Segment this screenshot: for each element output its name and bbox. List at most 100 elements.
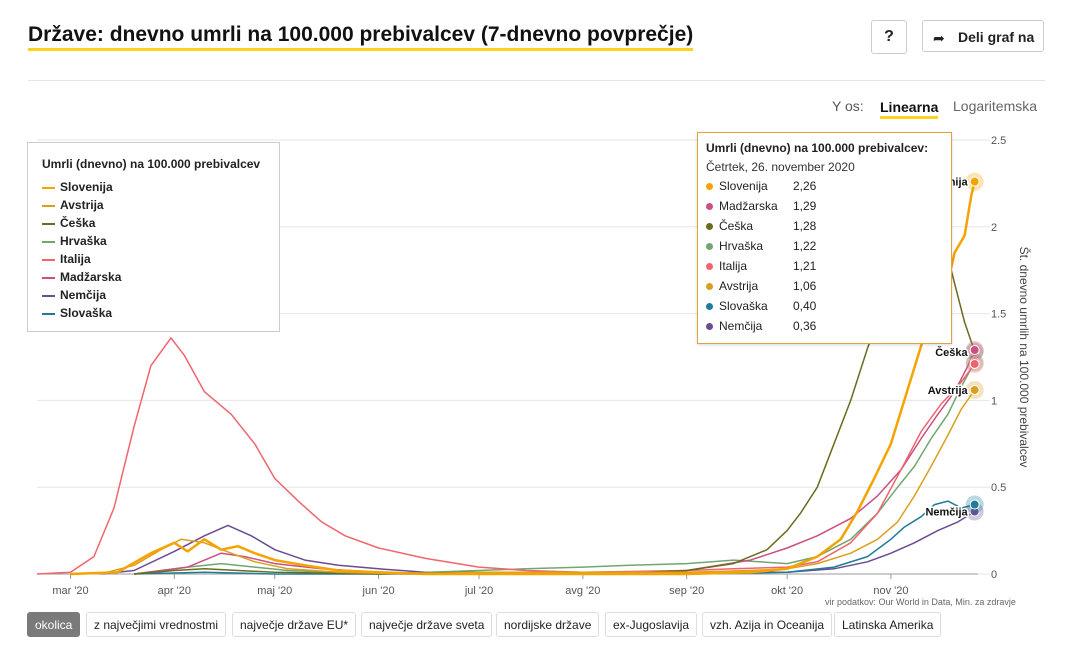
group-button[interactable]: največje države EU* (232, 612, 357, 637)
chart-end-markers (965, 172, 984, 521)
y-tick-label: 0.5 (991, 482, 1006, 494)
end-marker-avstrija (969, 384, 980, 395)
x-tick-label: mar '20 (52, 585, 88, 597)
share-button[interactable]: ➦ Deli graf na (922, 20, 1044, 52)
x-tick-label: okt '20 (771, 585, 803, 597)
tooltip-dot-icon (706, 323, 713, 330)
tooltip-row: Slovenija 2,26 (706, 178, 816, 194)
group-button[interactable]: okolica (27, 612, 81, 637)
tooltip-dot-icon (706, 263, 713, 270)
legend-item[interactable]: Italija (42, 251, 91, 267)
tooltip-country: Italija (719, 259, 748, 273)
end-label-avstrija: Avstrija (928, 385, 969, 397)
help-button[interactable]: ? (871, 20, 907, 54)
tooltip-title: Umrli (dnevno) na 100.000 prebivalcev: (706, 141, 929, 155)
yaxis-toggle-label: Y os: (832, 98, 864, 114)
legend-item[interactable]: Češka (42, 215, 95, 231)
page-title: Države: dnevno umrli na 100.000 prebival… (28, 22, 694, 51)
end-label-nemčija: Nemčija (925, 507, 968, 519)
legend-swatch (42, 222, 55, 225)
legend-label: Hrvaška (60, 234, 107, 248)
tooltip-value: 2,26 (793, 179, 817, 193)
tooltip-row: Slovaška 0,40 (706, 298, 816, 314)
series-line-hrvaška (134, 361, 976, 575)
tooltip-value: 1,22 (793, 239, 817, 253)
legend-swatch (42, 240, 55, 243)
y-axis-title: Št. dnevno umrlih na 100.000 prebivalcev (1017, 247, 1032, 468)
legend-swatch (42, 276, 55, 279)
legend-label: Češka (60, 216, 96, 230)
x-tick-label: apr '20 (158, 585, 191, 597)
tooltip-row: Italija 1,21 (706, 258, 816, 274)
tooltip-dot-icon (706, 243, 713, 250)
legend-swatch (42, 258, 55, 261)
legend-label: Madžarska (60, 270, 122, 284)
tooltip-country: Avstrija (719, 279, 759, 293)
tooltip-dot-icon (706, 283, 713, 290)
legend-title: Umrli (dnevno) na 100.000 prebivalcev (42, 157, 261, 171)
header-divider (28, 80, 1045, 81)
x-axis: mar '20 apr '20 maj '20 jun '20 jul '20 avg '… (37, 573, 978, 597)
legend-item[interactable]: Avstrija (42, 197, 104, 213)
x-tick-label: sep '20 (669, 585, 704, 597)
yaxis-option-log[interactable]: Logaritemska (953, 98, 1038, 114)
y-tick-label: 1.5 (991, 309, 1006, 321)
tooltip-date: Četrtek, 26. november 2020 (706, 160, 855, 174)
group-button[interactable]: ex-Jugoslavija (605, 612, 698, 637)
tooltip-country: Slovaška (719, 299, 768, 313)
legend-label: Slovenija (60, 180, 113, 194)
group-button[interactable]: vzh. Azija in Oceanija (702, 612, 833, 637)
legend-swatch (42, 204, 55, 207)
legend-label: Slovaška (60, 306, 113, 320)
tooltip-dot-icon (706, 223, 713, 230)
chart-lines (36, 181, 976, 576)
y-tick-label: 1 (991, 395, 997, 407)
legend-swatch (42, 294, 55, 297)
tooltip-dot-icon (706, 203, 713, 210)
x-tick-label: jul '20 (464, 585, 493, 597)
legend-label: Avstrija (60, 198, 104, 212)
legend-label: Nemčija (60, 288, 107, 302)
tooltip-row: Madžarska 1,29 (706, 198, 816, 214)
tooltip-country: Slovenija (719, 179, 768, 193)
tooltip-dot-icon (706, 183, 713, 190)
y-axis: 0 0.5 1 1.5 2 2.5 (991, 135, 1006, 581)
tooltip-country: Hrvaška (719, 239, 764, 253)
end-marker-slovaška (969, 499, 980, 510)
share-button-label: Deli graf na (958, 29, 1035, 45)
x-tick-label: maj '20 (257, 585, 292, 597)
tooltip-row: Nemčija 0,36 (706, 318, 816, 334)
legend-item[interactable]: Slovenija (42, 179, 113, 195)
group-button[interactable]: nordijske države (496, 612, 600, 637)
group-button[interactable]: z največjimi vrednostmi (86, 612, 227, 637)
data-source: vir podatkov: Our World in Data, Min. za… (825, 597, 1016, 607)
legend-item[interactable]: Madžarska (42, 269, 121, 285)
tooltip-value: 0,40 (793, 299, 817, 313)
end-label-češka: Češka (935, 346, 968, 359)
group-button[interactable]: Latinska Amerika (834, 612, 942, 637)
tooltip-row: Češka 1,28 (706, 218, 816, 234)
x-tick-label: avg '20 (565, 585, 600, 597)
end-marker-madžarska (969, 345, 980, 356)
series-line-italija (36, 337, 976, 575)
end-marker-slovenija (969, 176, 980, 187)
y-tick-label: 0 (991, 569, 997, 581)
tooltip-value: 1,29 (793, 199, 817, 213)
yaxis-option-linear[interactable]: Linearna (880, 98, 939, 119)
tooltip-country: Madžarska (719, 199, 778, 213)
legend-item[interactable]: Slovaška (42, 305, 112, 321)
group-button[interactable]: največje države sveta (361, 612, 493, 637)
tooltip-dot-icon (706, 303, 713, 310)
legend-swatch (42, 186, 55, 189)
y-tick-label: 2 (991, 222, 997, 234)
x-tick-label: nov '20 (873, 585, 908, 597)
tooltip-country: Češka (719, 219, 754, 233)
chart-legend: Umrli (dnevno) na 100.000 prebivalcev Sl… (27, 142, 280, 332)
legend-item[interactable]: Nemčija (42, 287, 106, 303)
legend-item[interactable]: Hrvaška (42, 233, 107, 249)
end-marker-italija (969, 358, 980, 369)
series-line-madžarska (134, 349, 976, 575)
tooltip-row: Hrvaška 1,22 (706, 238, 816, 254)
share-arrow-icon: ➦ (933, 30, 945, 46)
legend-swatch (42, 312, 55, 315)
